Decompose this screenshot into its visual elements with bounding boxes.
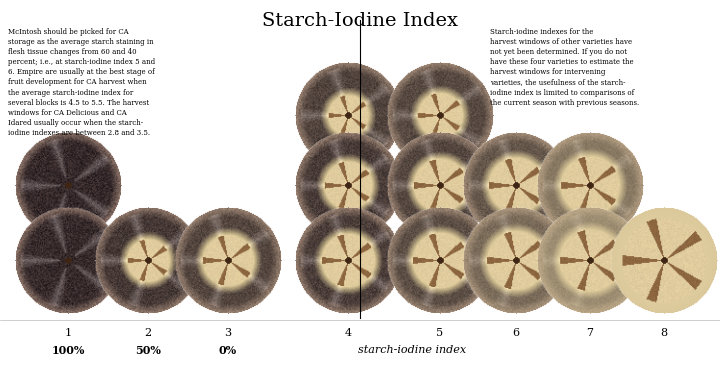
Text: 0%: 0% xyxy=(219,345,237,356)
Text: 50%: 50% xyxy=(135,345,161,356)
Text: 8: 8 xyxy=(660,328,667,338)
Text: McIntosh should be picked for CA
storage as the average starch staining in
flesh: McIntosh should be picked for CA storage… xyxy=(8,28,155,137)
Text: starch-iodine index: starch-iodine index xyxy=(358,345,466,355)
Text: 1: 1 xyxy=(64,328,71,338)
Text: 100%: 100% xyxy=(51,345,85,356)
Text: Starch-Iodine Index: Starch-Iodine Index xyxy=(262,12,458,30)
Text: Starch-iodine indexes for the
harvest windows of other varieties have
not yet be: Starch-iodine indexes for the harvest wi… xyxy=(490,28,639,107)
Text: 2: 2 xyxy=(145,328,152,338)
Text: 6: 6 xyxy=(513,328,520,338)
Text: 4: 4 xyxy=(344,328,351,338)
Text: 3: 3 xyxy=(225,328,232,338)
Text: 7: 7 xyxy=(587,328,593,338)
Text: 5: 5 xyxy=(436,328,444,338)
